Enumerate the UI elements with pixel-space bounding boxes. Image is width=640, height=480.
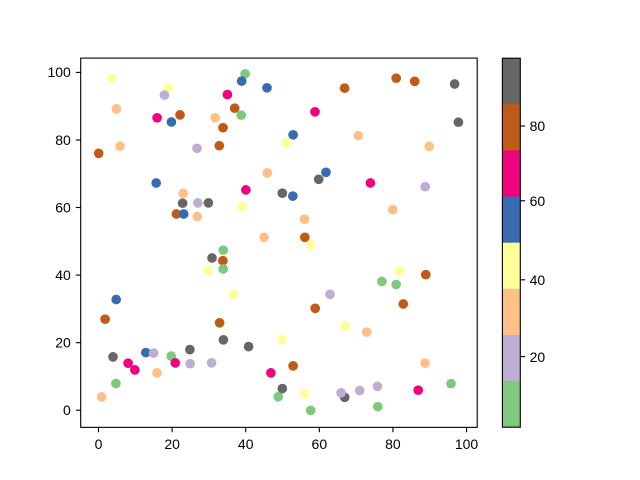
svg-text:0: 0 (63, 402, 71, 418)
svg-text:60: 60 (530, 193, 546, 209)
svg-text:0: 0 (95, 436, 103, 452)
svg-text:100: 100 (47, 64, 71, 80)
svg-text:40: 40 (55, 267, 71, 283)
svg-text:20: 20 (530, 349, 546, 365)
svg-text:80: 80 (55, 132, 71, 148)
svg-text:40: 40 (530, 272, 546, 288)
svg-text:40: 40 (238, 436, 254, 452)
svg-text:20: 20 (55, 335, 71, 351)
svg-text:60: 60 (55, 199, 71, 215)
svg-text:80: 80 (385, 436, 401, 452)
svg-text:80: 80 (530, 118, 546, 134)
svg-text:20: 20 (164, 436, 180, 452)
svg-text:60: 60 (312, 436, 328, 452)
svg-text:100: 100 (455, 436, 479, 452)
